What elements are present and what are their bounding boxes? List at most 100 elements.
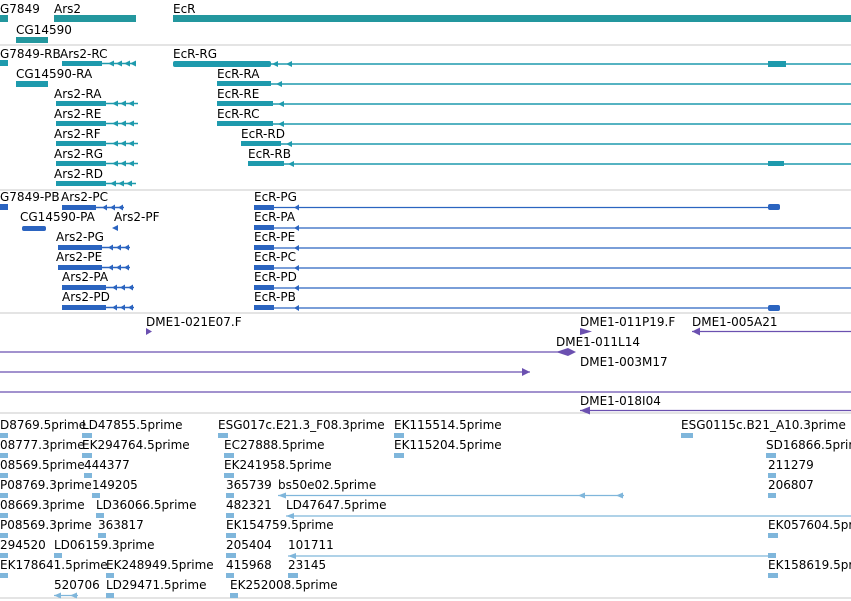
transcript-label[interactable]: EcR-RA	[217, 67, 260, 81]
est-feature[interactable]	[0, 573, 8, 578]
protein-label[interactable]: EcR-PG	[254, 190, 297, 204]
transcript-feature[interactable]	[241, 141, 851, 147]
est-feature[interactable]	[288, 553, 776, 559]
protein-feature[interactable]	[62, 284, 134, 291]
est-feature[interactable]	[0, 513, 8, 518]
transcript-label[interactable]: Ars2-RE	[54, 107, 101, 121]
transcript-label[interactable]: Ars2-RC	[60, 47, 107, 61]
est-feature[interactable]	[230, 593, 238, 598]
protein-label[interactable]: Ars2-PA	[62, 270, 109, 284]
est-label[interactable]: EK158619.5prime	[768, 558, 851, 572]
clone-feature[interactable]	[0, 348, 576, 356]
est-feature[interactable]	[226, 533, 236, 538]
clone-label[interactable]: DME1-021E07.F	[146, 315, 242, 329]
est-feature[interactable]	[106, 573, 114, 578]
est-feature[interactable]	[82, 433, 92, 438]
transcript-feature[interactable]	[217, 101, 851, 107]
transcript-feature[interactable]	[248, 161, 851, 167]
protein-label[interactable]: EcR-PA	[254, 210, 296, 224]
est-label[interactable]: EK057604.5prime	[768, 518, 851, 532]
est-feature[interactable]	[394, 433, 404, 438]
est-feature[interactable]	[0, 453, 8, 458]
est-feature[interactable]	[768, 493, 776, 498]
protein-feature[interactable]	[0, 204, 8, 210]
est-label[interactable]: LD36066.5prime	[96, 498, 197, 512]
est-feature[interactable]	[226, 553, 236, 558]
gene-feature-ecr[interactable]	[173, 15, 851, 22]
transcript-label[interactable]: EcR-RD	[241, 127, 285, 141]
transcript-feature[interactable]	[173, 61, 851, 67]
clone-label[interactable]: DME1-011L14	[556, 335, 640, 349]
transcript-feature[interactable]	[56, 160, 138, 167]
clone-feature[interactable]	[580, 328, 592, 335]
est-feature[interactable]	[226, 573, 234, 578]
est-label[interactable]: EK154759.5prime	[226, 518, 334, 532]
transcript-feature[interactable]	[217, 121, 851, 127]
est-label[interactable]: EK115514.5prime	[394, 418, 502, 432]
est-feature[interactable]	[82, 453, 92, 458]
transcript-feature[interactable]	[56, 140, 138, 147]
est-label[interactable]: EK294764.5prime	[82, 438, 190, 452]
protein-label[interactable]: Ars2-PE	[56, 250, 102, 264]
clone-feature[interactable]	[580, 406, 851, 415]
est-label[interactable]: EK178641.5prime	[0, 558, 108, 572]
est-label[interactable]: D8769.5prime	[0, 418, 86, 432]
est-label[interactable]: 08669.3prime	[0, 498, 85, 512]
clone-feature[interactable]	[0, 368, 530, 376]
est-label[interactable]: 149205	[92, 478, 138, 492]
est-label[interactable]: 444377	[84, 458, 130, 472]
est-feature[interactable]	[766, 453, 776, 458]
est-label[interactable]: EK248949.5prime	[106, 558, 214, 572]
est-feature[interactable]	[0, 473, 8, 478]
est-feature[interactable]	[278, 492, 624, 499]
transcript-label[interactable]: Ars2-RG	[54, 147, 103, 161]
est-label[interactable]: 211279	[768, 458, 814, 472]
est-label[interactable]: P08569.3prime	[0, 518, 92, 532]
transcript-feature[interactable]	[16, 81, 48, 87]
transcript-label[interactable]: EcR-RC	[217, 107, 259, 121]
est-feature[interactable]	[0, 533, 8, 538]
est-feature[interactable]	[0, 553, 8, 558]
transcript-label[interactable]: EcR-RE	[217, 87, 259, 101]
est-feature[interactable]	[54, 592, 78, 599]
transcript-label[interactable]: Ars2-RA	[54, 87, 102, 101]
est-label[interactable]: 294520	[0, 538, 46, 552]
transcript-label[interactable]: G7849-RB	[0, 47, 61, 61]
protein-feature[interactable]	[62, 304, 134, 311]
protein-feature[interactable]	[112, 225, 118, 231]
est-feature[interactable]	[0, 493, 8, 498]
transcript-feature[interactable]	[0, 60, 8, 66]
est-label[interactable]: 415968	[226, 558, 272, 572]
clone-label[interactable]: DME1-011P19.F	[580, 315, 675, 329]
est-label[interactable]: 23145	[288, 558, 326, 572]
protein-feature[interactable]	[22, 226, 46, 231]
est-feature[interactable]	[84, 473, 92, 478]
est-label[interactable]: EK241958.5prime	[224, 458, 332, 472]
est-label[interactable]: 206807	[768, 478, 814, 492]
est-feature[interactable]	[288, 573, 298, 578]
est-label[interactable]: LD47647.5prime	[286, 498, 387, 512]
est-feature[interactable]	[96, 513, 104, 518]
transcript-label[interactable]: EcR-RB	[248, 147, 291, 161]
transcript-label[interactable]: Ars2-RD	[54, 167, 103, 181]
clone-label[interactable]: DME1-003M17	[580, 355, 668, 369]
est-feature[interactable]	[681, 433, 693, 438]
transcript-label[interactable]: CG14590-RA	[16, 67, 93, 81]
clone-label[interactable]: DME1-005A21	[692, 315, 778, 329]
est-feature[interactable]	[106, 593, 114, 598]
est-feature[interactable]	[224, 453, 234, 458]
gene-feature-ars2[interactable]	[54, 15, 136, 22]
gene-arrow-left-icon[interactable]	[0, 15, 8, 22]
est-feature[interactable]	[286, 513, 851, 519]
gene-label[interactable]: G7849	[0, 2, 40, 16]
protein-feature[interactable]	[62, 204, 124, 211]
est-feature[interactable]	[224, 473, 234, 478]
transcript-label[interactable]: EcR-RG	[173, 47, 217, 61]
gene-label[interactable]: EcR	[173, 2, 196, 16]
est-label[interactable]: 101711	[288, 538, 334, 552]
est-label[interactable]: ESG017c.E21.3_F08.3prime	[218, 418, 385, 432]
transcript-feature[interactable]	[62, 60, 136, 67]
protein-label[interactable]: Ars2-PF	[114, 210, 160, 224]
protein-feature[interactable]	[254, 285, 851, 291]
est-label[interactable]: 205404	[226, 538, 272, 552]
